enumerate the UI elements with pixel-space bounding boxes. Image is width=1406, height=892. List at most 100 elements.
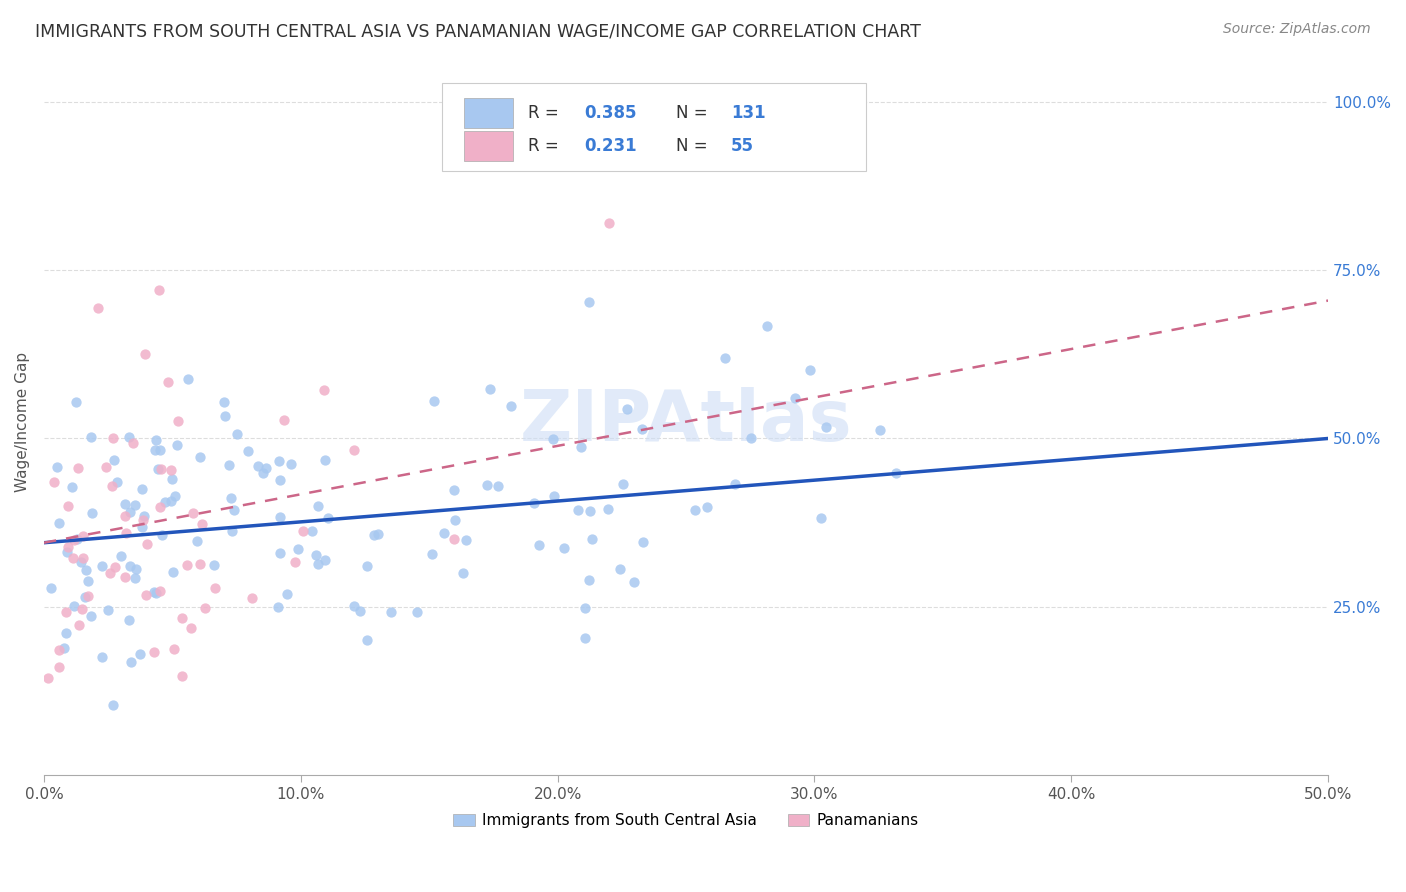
Point — [523, 496, 546, 510]
Point — [118, 558, 141, 573]
Point — [56, 540, 79, 554]
Point — [186, 533, 208, 548]
Point — [177, 372, 200, 386]
Point — [142, 584, 165, 599]
Point — [240, 591, 263, 606]
Point — [501, 399, 523, 413]
Point — [80, 609, 103, 624]
Point — [380, 605, 402, 619]
Bar — [464, 98, 513, 128]
Point — [443, 483, 465, 498]
Point — [477, 478, 499, 492]
Point — [342, 599, 364, 613]
Point — [142, 646, 165, 660]
Point — [72, 529, 94, 543]
Point — [48, 659, 70, 673]
Point — [714, 351, 737, 365]
Point — [406, 605, 429, 619]
Point — [143, 443, 166, 458]
FancyBboxPatch shape — [441, 83, 866, 171]
Point — [305, 548, 328, 562]
Point — [76, 563, 98, 577]
Point — [191, 517, 214, 532]
Point — [48, 516, 70, 531]
Point — [55, 544, 77, 558]
Point — [596, 502, 619, 516]
Point — [125, 562, 148, 576]
Point — [80, 430, 103, 444]
Point — [150, 528, 173, 542]
Point — [318, 510, 340, 524]
Point — [176, 558, 198, 572]
Point — [204, 581, 226, 595]
Point — [292, 524, 315, 539]
Point — [579, 504, 602, 518]
Point — [135, 588, 157, 602]
Point — [214, 409, 236, 423]
Point — [269, 546, 291, 560]
Point — [367, 527, 389, 541]
Point — [284, 555, 307, 569]
Point — [314, 553, 336, 567]
Point — [356, 632, 378, 647]
Point — [166, 414, 188, 428]
Point — [131, 482, 153, 496]
Point — [180, 621, 202, 635]
Point — [118, 613, 141, 627]
Point — [53, 640, 76, 655]
Point — [598, 216, 620, 230]
Text: 0.385: 0.385 — [585, 104, 637, 122]
Point — [420, 547, 443, 561]
Point — [45, 460, 67, 475]
Point — [98, 566, 121, 581]
Point — [69, 555, 91, 569]
Point — [616, 402, 638, 417]
Point — [77, 589, 100, 603]
Text: N =: N = — [676, 104, 707, 122]
Point — [810, 510, 832, 524]
Text: IMMIGRANTS FROM SOUTH CENTRAL ASIA VS PANAMANIAN WAGE/INCOME GAP CORRELATION CHA: IMMIGRANTS FROM SOUTH CENTRAL ASIA VS PA… — [35, 22, 921, 40]
Point — [724, 477, 747, 491]
Point — [433, 525, 456, 540]
Point — [124, 571, 146, 585]
Point — [451, 566, 474, 580]
Point — [307, 557, 329, 571]
Point — [159, 463, 181, 477]
Point — [62, 599, 84, 614]
Point — [172, 669, 194, 683]
Point — [65, 395, 87, 409]
Text: R =: R = — [529, 104, 558, 122]
Point — [101, 698, 124, 712]
Point — [214, 395, 236, 409]
Point — [609, 561, 631, 575]
Point — [252, 466, 274, 480]
Point — [160, 472, 183, 486]
Point — [443, 532, 465, 546]
Point — [149, 583, 172, 598]
Point — [163, 641, 186, 656]
Point — [356, 558, 378, 573]
Point — [349, 604, 371, 618]
Y-axis label: Wage/Income Gap: Wage/Income Gap — [15, 351, 30, 491]
Bar — [464, 131, 513, 161]
Point — [101, 431, 124, 445]
Point — [343, 442, 366, 457]
Point — [72, 550, 94, 565]
Text: 55: 55 — [731, 137, 754, 155]
Point — [527, 538, 550, 552]
Point — [62, 550, 84, 565]
Point — [135, 537, 157, 551]
Point — [623, 575, 645, 590]
Point — [756, 318, 779, 333]
Point — [267, 600, 290, 615]
Point — [103, 452, 125, 467]
Point — [153, 495, 176, 509]
Point — [631, 534, 654, 549]
Point — [122, 436, 145, 450]
Point — [222, 502, 245, 516]
Point — [221, 524, 243, 538]
Point — [66, 460, 89, 475]
Point — [574, 600, 596, 615]
Point — [783, 391, 806, 405]
Point — [105, 475, 128, 489]
